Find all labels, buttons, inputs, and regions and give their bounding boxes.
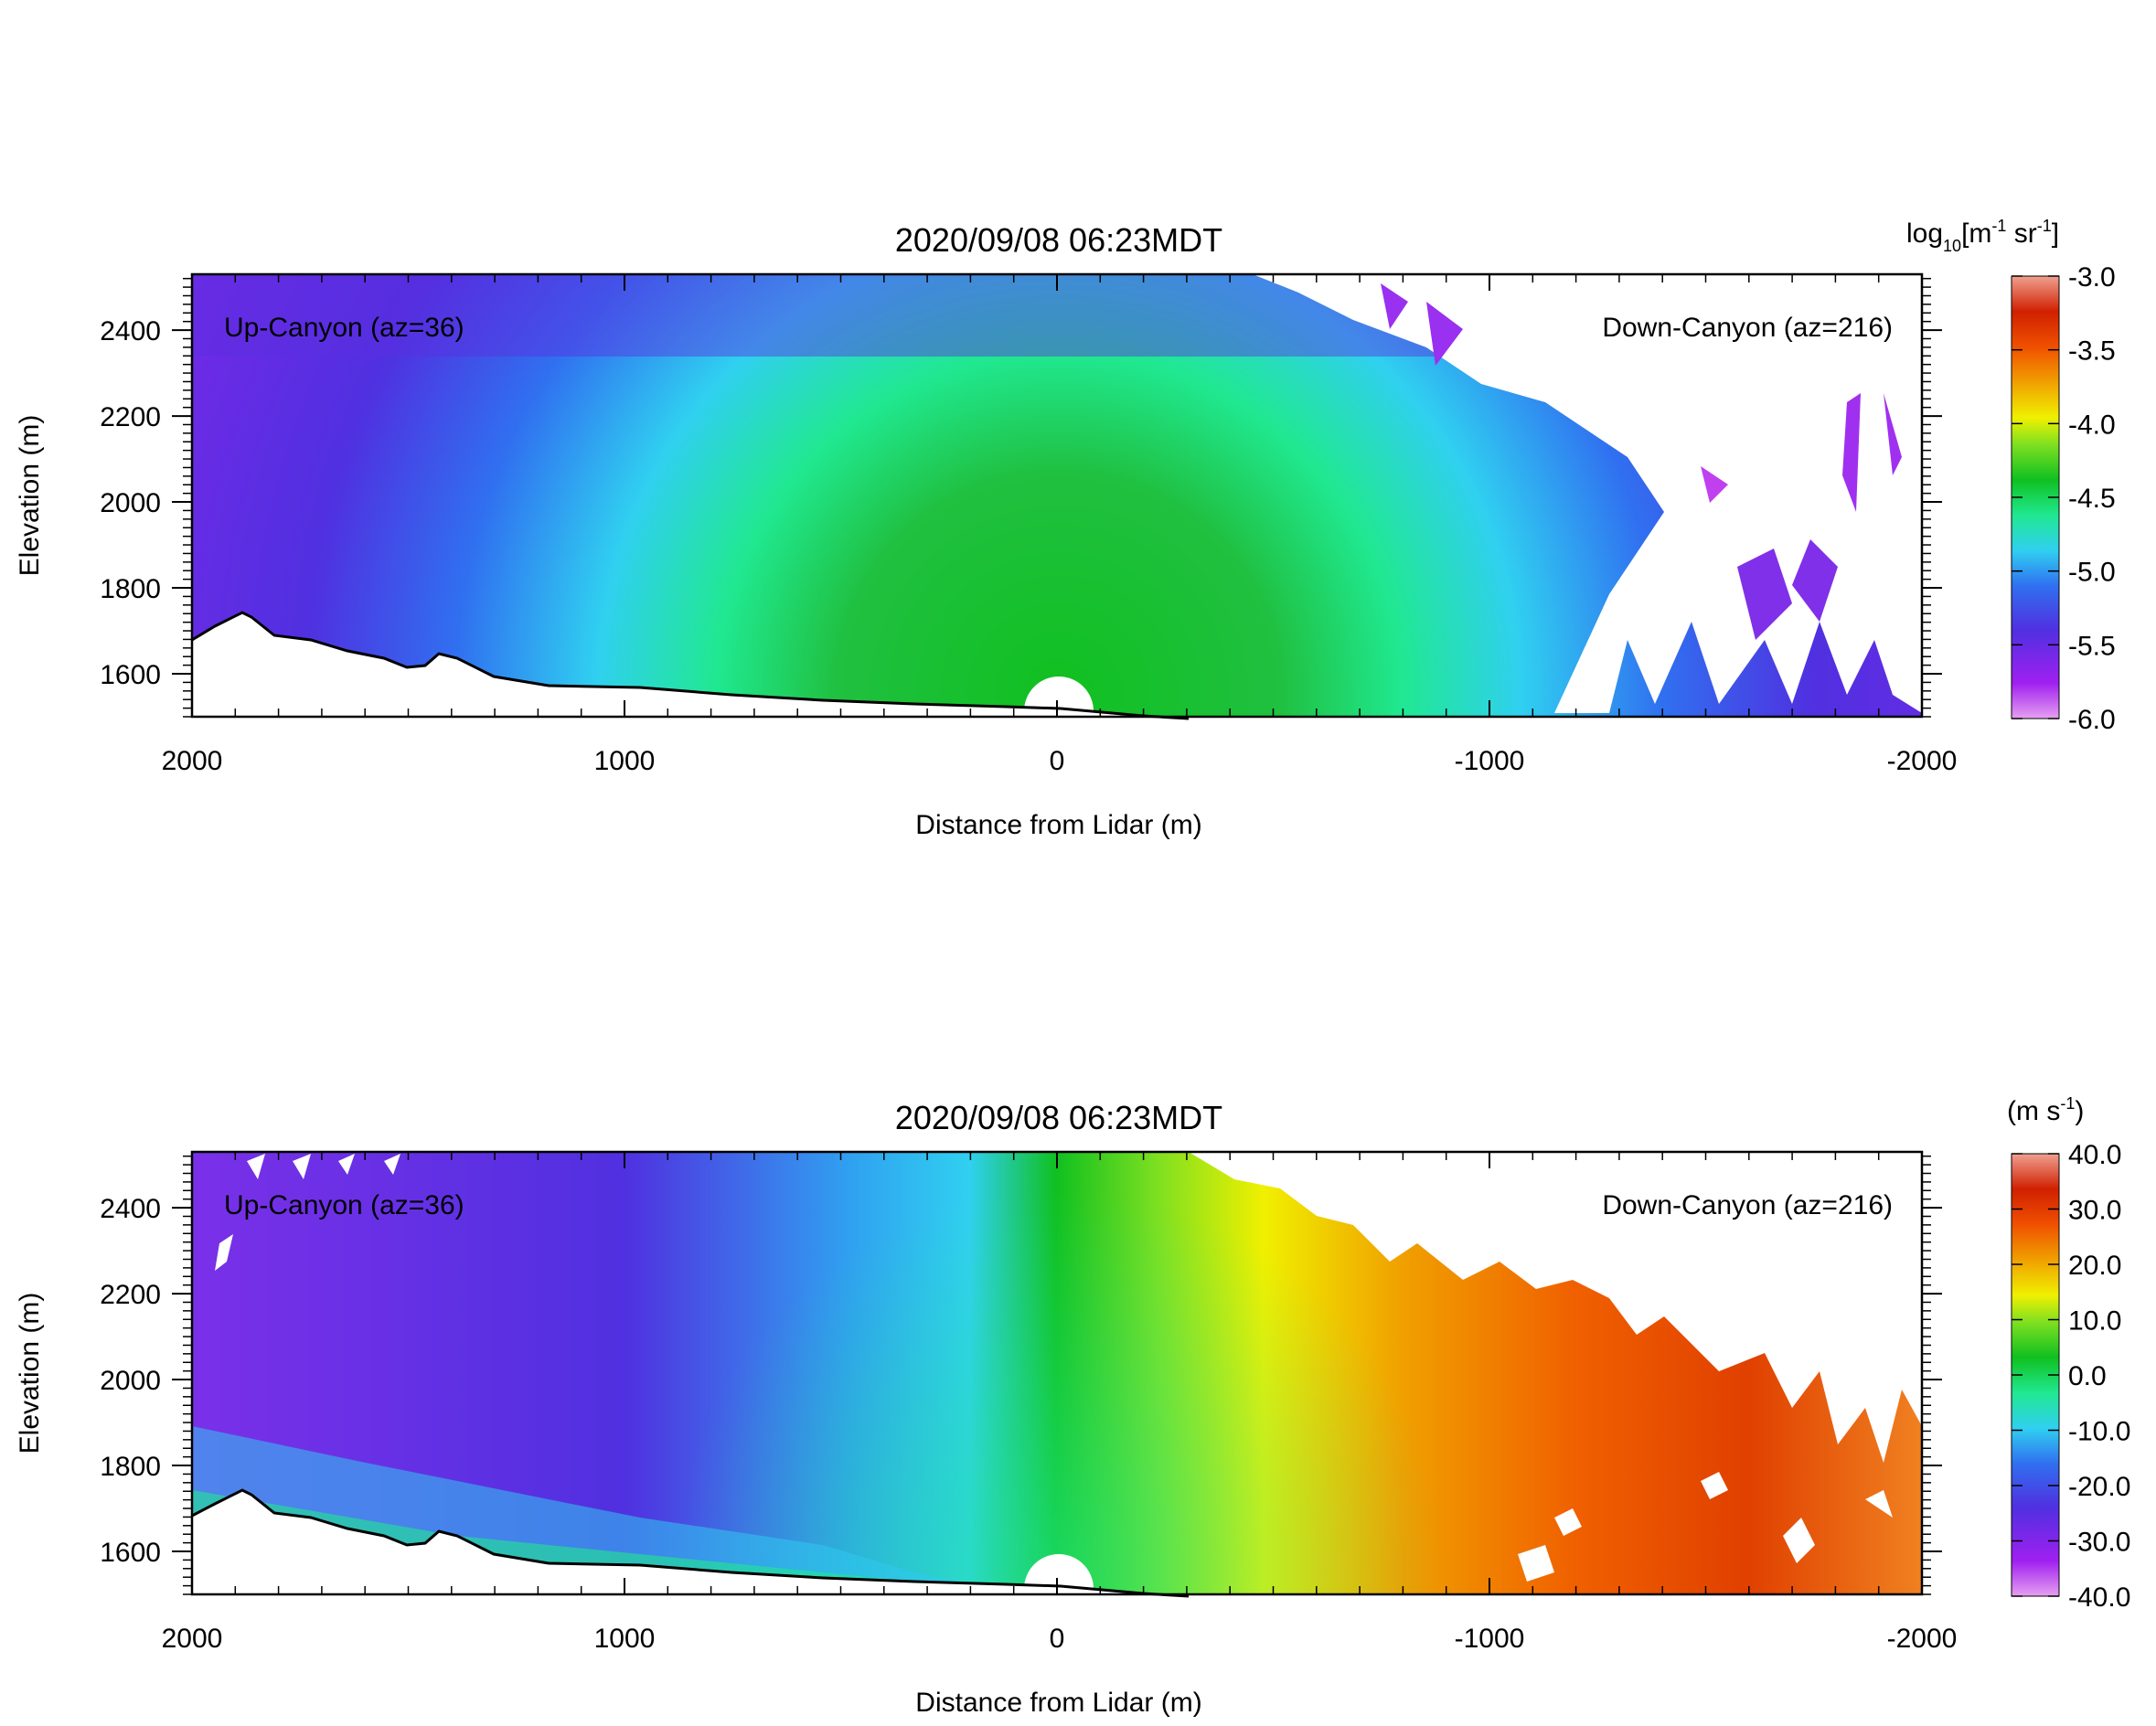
velocity-hole (215, 1234, 233, 1271)
colorbar-tick-label: 30.0 (2068, 1196, 2121, 1226)
colorbar-tick-label: -3.0 (2068, 262, 2116, 293)
colorbar-tick-label: -6.0 (2068, 705, 2116, 735)
chart-title-1: 2020/09/08 06:23MDT (895, 221, 1222, 259)
y-tick-label: 2000 (100, 1366, 161, 1396)
x-tick-label: -1000 (1455, 746, 1525, 776)
colorbar-tick-label: -10.0 (2068, 1417, 2130, 1447)
y-tick-label: 2200 (100, 402, 161, 432)
colorbar-tick-label: -5.5 (2068, 631, 2116, 661)
backscatter-field (192, 274, 1922, 717)
velocity-hole (247, 1154, 265, 1179)
velocity-below-ground (192, 1490, 1922, 1594)
x-tick-label: -1000 (1455, 1624, 1525, 1654)
colorbar-tick-label: 20.0 (2068, 1251, 2121, 1281)
velocity-field (192, 1152, 1922, 1594)
x-tick-label: 1000 (594, 746, 656, 776)
annotation-up-canyon-1: Up-Canyon (az=36) (224, 313, 464, 343)
y-tick-label: 1800 (100, 574, 161, 604)
terrain-profile-2 (191, 1488, 1190, 1598)
colorbar-tick-label: 0.0 (2068, 1361, 2107, 1391)
y-axis-label-1: Elevation (m) (15, 415, 45, 577)
chart-title-2: 2020/09/08 06:23MDT (895, 1099, 1222, 1136)
x-tick-label: -2000 (1887, 746, 1958, 776)
colorbar-tick-label: 40.0 (2068, 1140, 2121, 1170)
colorbar-tick-label: -40.0 (2068, 1582, 2130, 1613)
backscatter-fragment (1884, 393, 1902, 475)
x-tick-label: 0 (1050, 746, 1065, 776)
y-tick-label: 1600 (100, 660, 161, 690)
y-tick-labels-2: 1600 1800 2000 2200 2400 (100, 1194, 161, 1568)
backscatter-fragment (1842, 393, 1861, 512)
x-tick-label: 0 (1050, 1624, 1065, 1654)
x-tick-label: -2000 (1887, 1624, 1958, 1654)
colorbar-ticks-2: 40.0 30.0 20.0 10.0 0.0 -10.0 -20.0 -30.0 -40.0 (2012, 1140, 2130, 1613)
velocity-hole (1865, 1490, 1893, 1518)
backscatter-fragment (1737, 549, 1792, 640)
backscatter-fragment (1792, 539, 1838, 622)
velocity-hole (1554, 1508, 1582, 1536)
y-axis-label-2: Elevation (m) (15, 1293, 45, 1454)
colorbar-tick-label: -4.5 (2068, 484, 2116, 514)
colorbar-tick-label: -20.0 (2068, 1472, 2130, 1502)
velocity-hole (384, 1154, 400, 1175)
lidar-blanking-circle-2 (1024, 1554, 1094, 1589)
y-tick-label: 2400 (100, 316, 161, 346)
y-tick-label: 2200 (100, 1280, 161, 1310)
y-tick-labels-1: 1600 1800 2000 2200 2400 (100, 316, 161, 690)
panel-backscatter: 2020/09/08 06:23MDT Up-Canyon (az=36) Do… (15, 217, 2116, 840)
y-tick-label: 2400 (100, 1194, 161, 1224)
backscatter-fragment (1426, 302, 1463, 366)
annotation-down-canyon-2: Down-Canyon (az=216) (1602, 1190, 1893, 1220)
colorbar-unit-2: (m s-1) (2007, 1094, 2084, 1126)
backscatter-fragment (1701, 466, 1728, 503)
colorbar-tick-label: -3.5 (2068, 336, 2116, 367)
colorbar-unit-1: log10[m-1 sr-1] (1906, 217, 2059, 255)
velocity-missing-data (1189, 1152, 1922, 1463)
axis-ticks-2 (172, 1152, 1942, 1595)
backscatter-fragment (1381, 283, 1408, 329)
velocity-hole (1701, 1472, 1728, 1499)
velocity-hole (338, 1154, 355, 1175)
colorbar-tick-label: -5.0 (2068, 558, 2116, 588)
panel-velocity: 2020/09/08 06:23MDT Up-Canyon (az=36) Do… (15, 1094, 2130, 1718)
y-tick-label: 1800 (100, 1452, 161, 1482)
x-tick-labels-2: 2000 1000 0 -1000 -2000 (162, 1624, 1958, 1654)
y-tick-label: 1600 (100, 1538, 161, 1568)
x-tick-label: 1000 (594, 1624, 656, 1654)
lidar-blanking-circle-1 (1024, 677, 1094, 711)
terrain-profile-1 (191, 611, 1190, 720)
backscatter-below-ground (192, 613, 1922, 717)
x-axis-label-2: Distance from Lidar (m) (915, 1688, 1201, 1718)
x-axis-label-1: Distance from Lidar (m) (915, 810, 1201, 840)
colorbar-tick-label: 10.0 (2068, 1306, 2121, 1337)
colorbar-ticks-1: -3.0 -3.5 -4.0 -4.5 -5.0 -5.5 -6.0 (2012, 262, 2116, 735)
x-tick-labels-1: 2000 1000 0 -1000 -2000 (162, 746, 1958, 776)
colorbar-tick-label: -30.0 (2068, 1528, 2130, 1558)
velocity-hole (1518, 1545, 1554, 1582)
x-tick-label: 2000 (162, 1624, 223, 1654)
annotation-up-canyon-2: Up-Canyon (az=36) (224, 1190, 464, 1220)
velocity-hole (1783, 1518, 1815, 1563)
x-tick-label: 2000 (162, 746, 223, 776)
annotation-down-canyon-1: Down-Canyon (az=216) (1602, 313, 1893, 343)
colorbar-tick-label: -4.0 (2068, 410, 2116, 440)
y-tick-label: 2000 (100, 488, 161, 518)
axis-ticks-1 (172, 274, 1942, 718)
velocity-hole (293, 1154, 311, 1179)
